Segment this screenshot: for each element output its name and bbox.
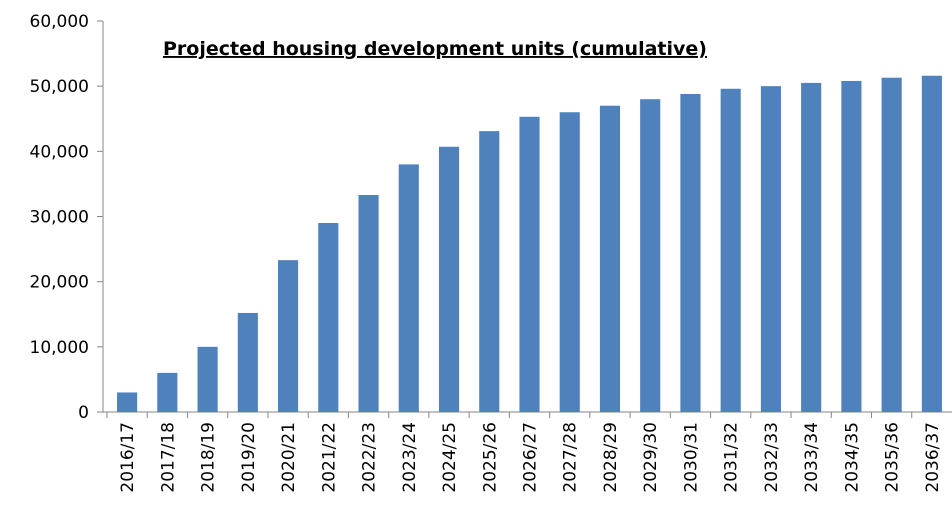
x-tick-label: 2030/31 — [681, 422, 701, 493]
bar — [278, 260, 299, 412]
x-tick-label: 2022/23 — [360, 422, 380, 493]
bar — [117, 392, 138, 412]
x-tick-label: 2034/35 — [842, 422, 862, 493]
bar — [720, 88, 741, 413]
bar — [801, 82, 822, 413]
bar — [197, 346, 218, 412]
x-tick-label: 2016/17 — [118, 422, 138, 493]
bar — [398, 164, 419, 412]
y-tick-label: 10,000 — [30, 338, 89, 358]
bar — [680, 93, 701, 412]
bar — [921, 75, 942, 413]
x-tick-label: 2027/28 — [561, 422, 581, 493]
bar — [841, 80, 862, 412]
bar — [438, 146, 460, 412]
x-tick-label: 2017/18 — [158, 422, 178, 493]
bar — [479, 131, 500, 413]
y-tick-label: 40,000 — [30, 142, 89, 162]
x-tick-label: 2028/29 — [601, 422, 621, 493]
chart-title: Projected housing development units (cum… — [163, 38, 707, 60]
bar — [157, 372, 178, 412]
y-tick-label: 60,000 — [30, 12, 89, 32]
x-tick-label: 2021/22 — [319, 422, 339, 493]
x-tick-label: 2026/27 — [521, 422, 541, 493]
x-tick-label: 2020/21 — [279, 422, 299, 493]
x-tick-label: 2032/33 — [762, 422, 782, 493]
x-tick-label: 2025/26 — [480, 422, 500, 493]
y-tick-label: 50,000 — [30, 77, 89, 97]
bar — [760, 86, 781, 413]
x-tick-label: 2033/34 — [802, 422, 822, 493]
bar — [881, 77, 902, 412]
x-tick-label: 2023/24 — [400, 422, 420, 493]
y-tick-label: 30,000 — [30, 208, 89, 228]
bar — [358, 194, 379, 412]
x-tick-label: 2035/36 — [883, 422, 903, 493]
y-tick-label: 20,000 — [30, 273, 89, 293]
x-tick-label: 2036/37 — [923, 422, 943, 493]
x-tick-label: 2019/20 — [239, 422, 259, 493]
y-tick-label: 0 — [78, 403, 89, 423]
bar — [519, 116, 540, 413]
x-tick-label: 2031/32 — [722, 422, 742, 493]
bar — [318, 223, 339, 412]
bar — [237, 312, 258, 412]
x-tick-label: 2029/30 — [641, 422, 661, 493]
bar — [559, 112, 580, 412]
x-tick-label: 2024/25 — [440, 422, 460, 493]
x-tick-label: 2018/19 — [199, 422, 219, 493]
bar — [640, 99, 661, 412]
bar — [599, 105, 621, 412]
